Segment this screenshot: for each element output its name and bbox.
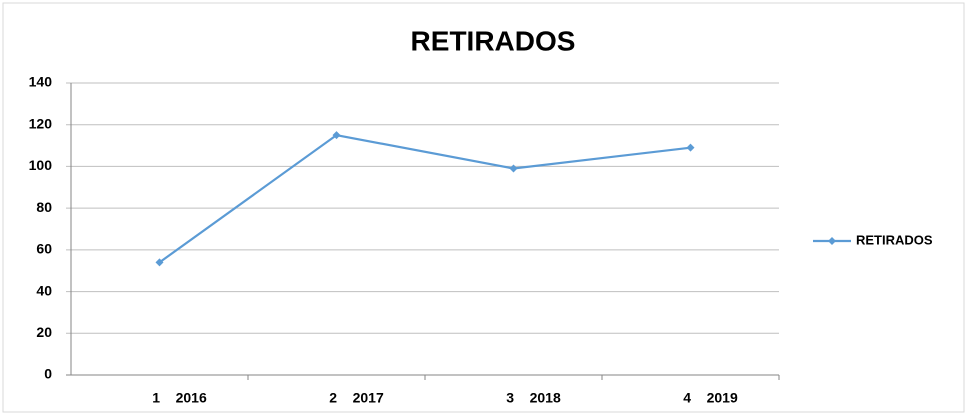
point [332,131,341,140]
x-tick-label: 3 2018 [506,390,561,406]
y-tick-label: 60 [36,241,52,257]
y-tick-label: 40 [36,282,52,298]
y-tick-label: 80 [36,199,52,215]
point [155,258,164,267]
y-tick-label: 20 [36,324,52,340]
legend-label: RETIRADOS [856,232,933,247]
y-tick-label: 140 [29,74,53,90]
y-tick-label: 0 [44,366,52,382]
y-tick-label: 120 [29,115,53,131]
line [158,133,691,264]
x-tick-label: 1 2016 [152,390,207,406]
x-tick-label: 4 2019 [683,390,738,406]
point [828,237,836,245]
y-tick-label: 100 [29,157,53,173]
x-tick-label: 2 2017 [329,390,384,406]
chart-title: RETIRADOS [411,25,576,56]
point [509,164,518,173]
point [686,143,695,152]
